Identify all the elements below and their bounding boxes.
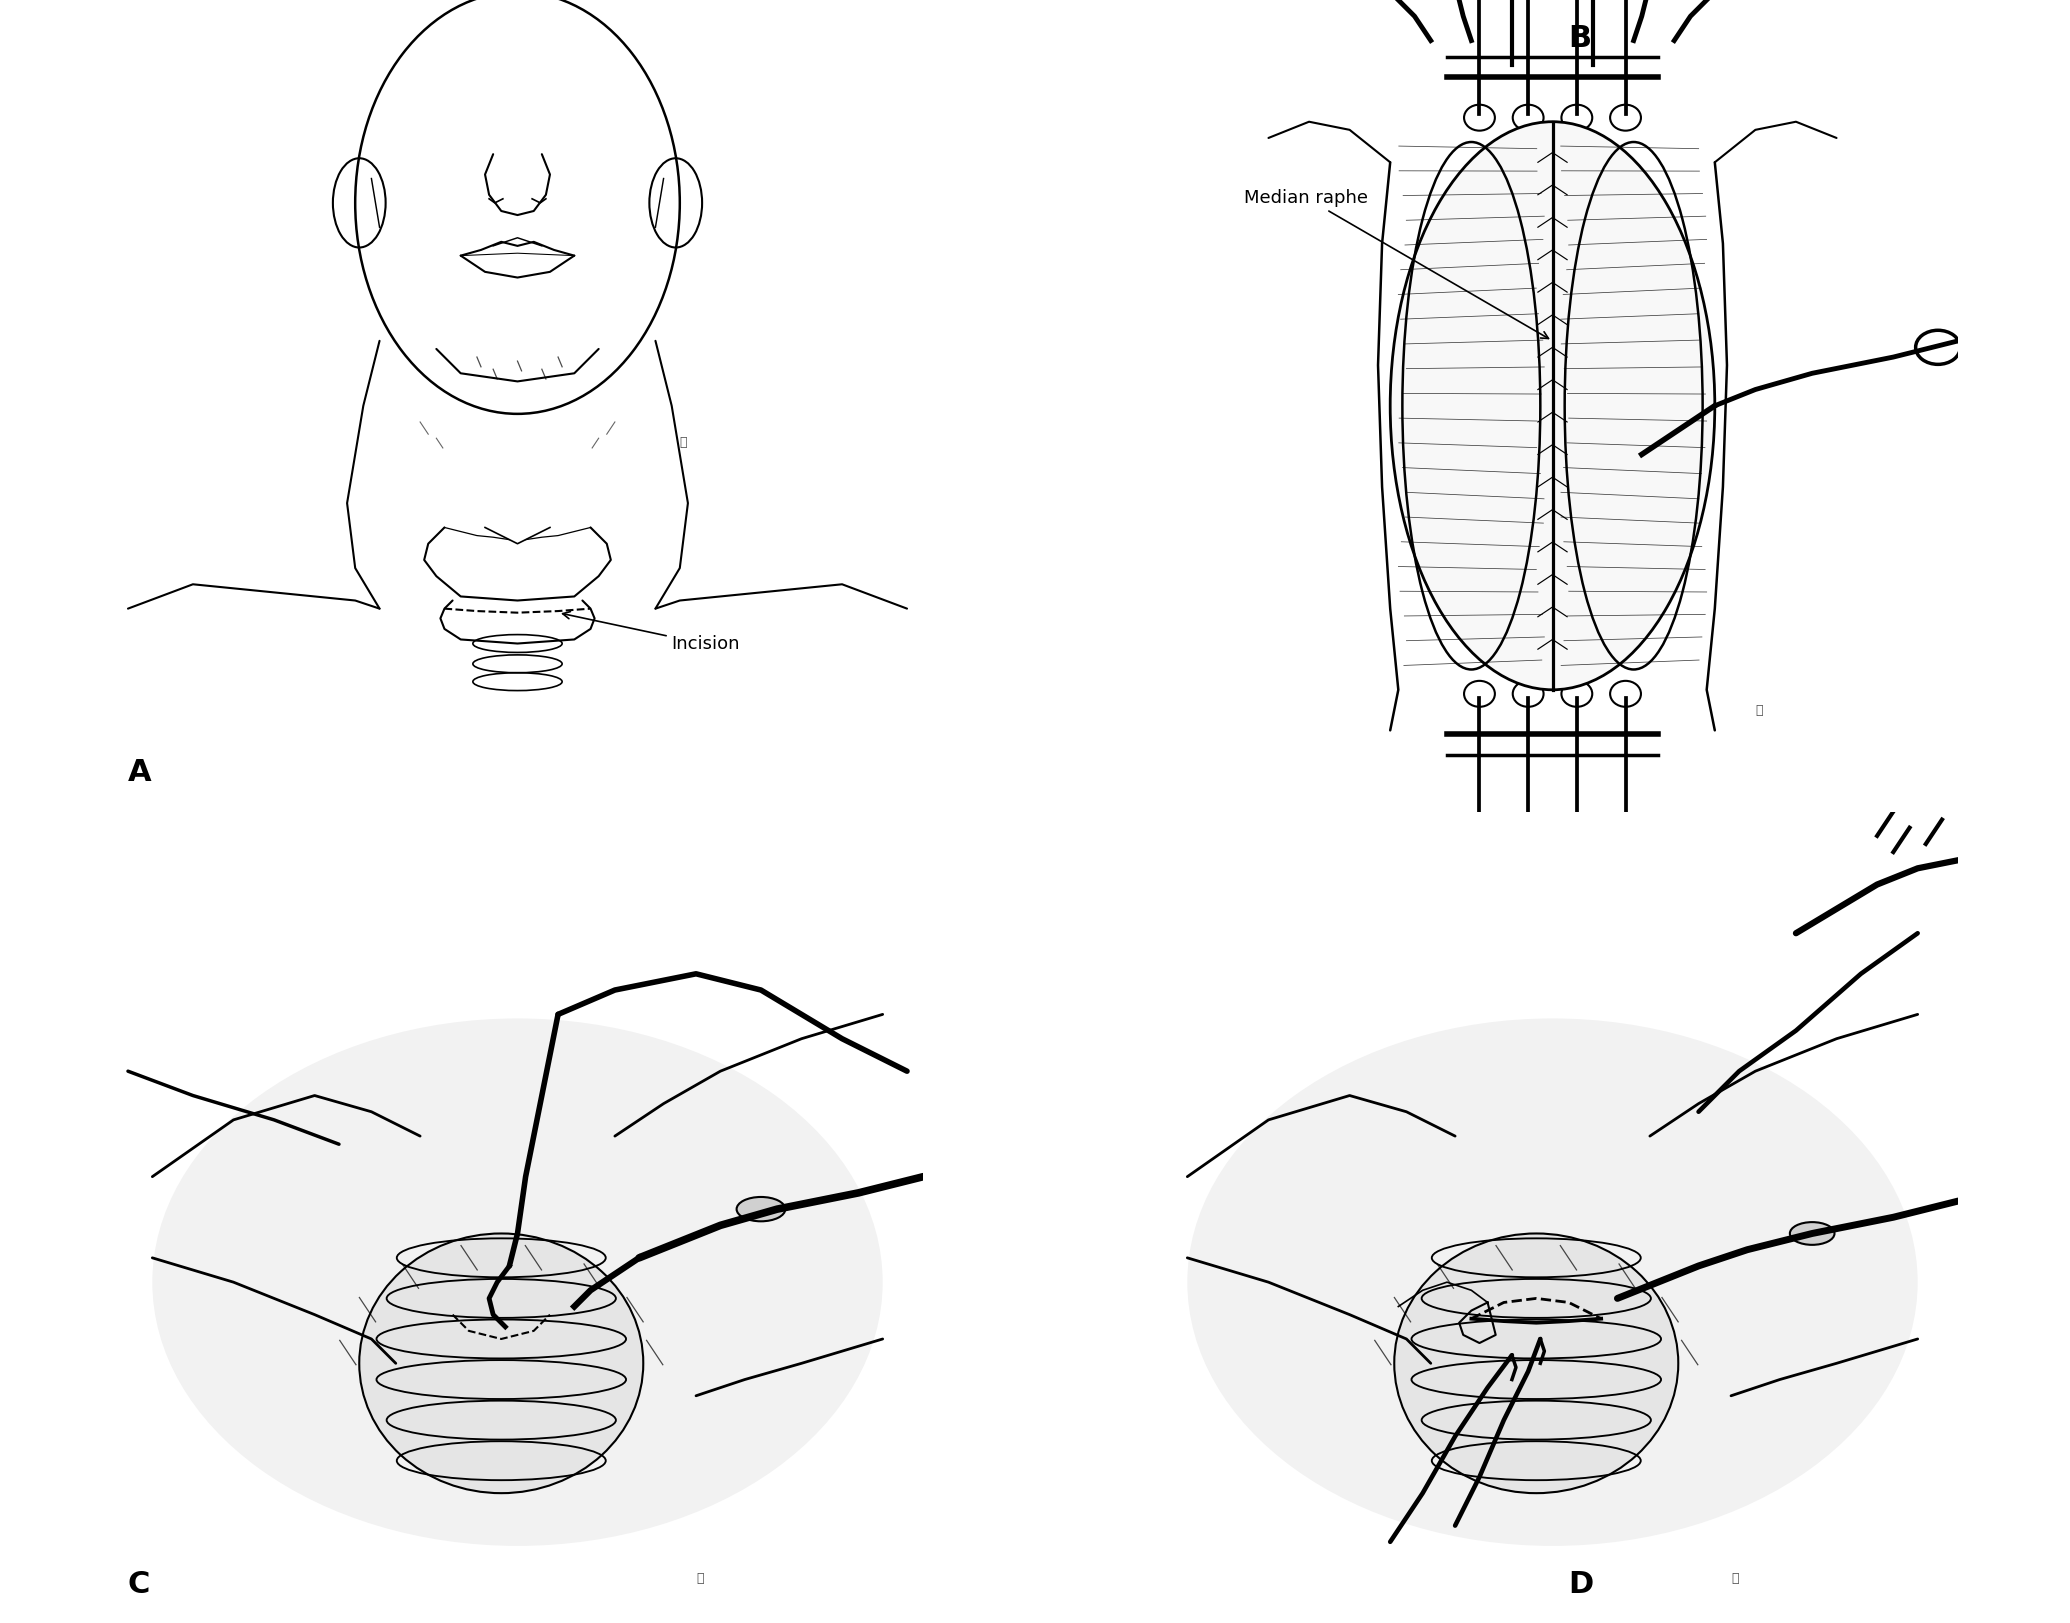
Ellipse shape	[1391, 122, 1714, 690]
Text: Incision: Incision	[563, 612, 741, 652]
Text: C: C	[128, 1569, 151, 1599]
Ellipse shape	[360, 1233, 644, 1493]
Ellipse shape	[737, 1198, 785, 1220]
Text: Median raphe: Median raphe	[1244, 188, 1548, 339]
Ellipse shape	[1395, 1233, 1679, 1493]
Text: D: D	[1569, 1569, 1594, 1599]
Text: B: B	[1569, 24, 1592, 54]
Text: A: A	[128, 758, 151, 787]
Ellipse shape	[153, 1019, 882, 1545]
Ellipse shape	[1188, 1019, 1917, 1545]
Text: 彦: 彦	[696, 1573, 704, 1586]
Text: 彦: 彦	[1755, 704, 1764, 717]
Text: 彦: 彦	[679, 437, 687, 450]
Text: 彦: 彦	[1731, 1573, 1739, 1586]
Ellipse shape	[1791, 1222, 1834, 1245]
